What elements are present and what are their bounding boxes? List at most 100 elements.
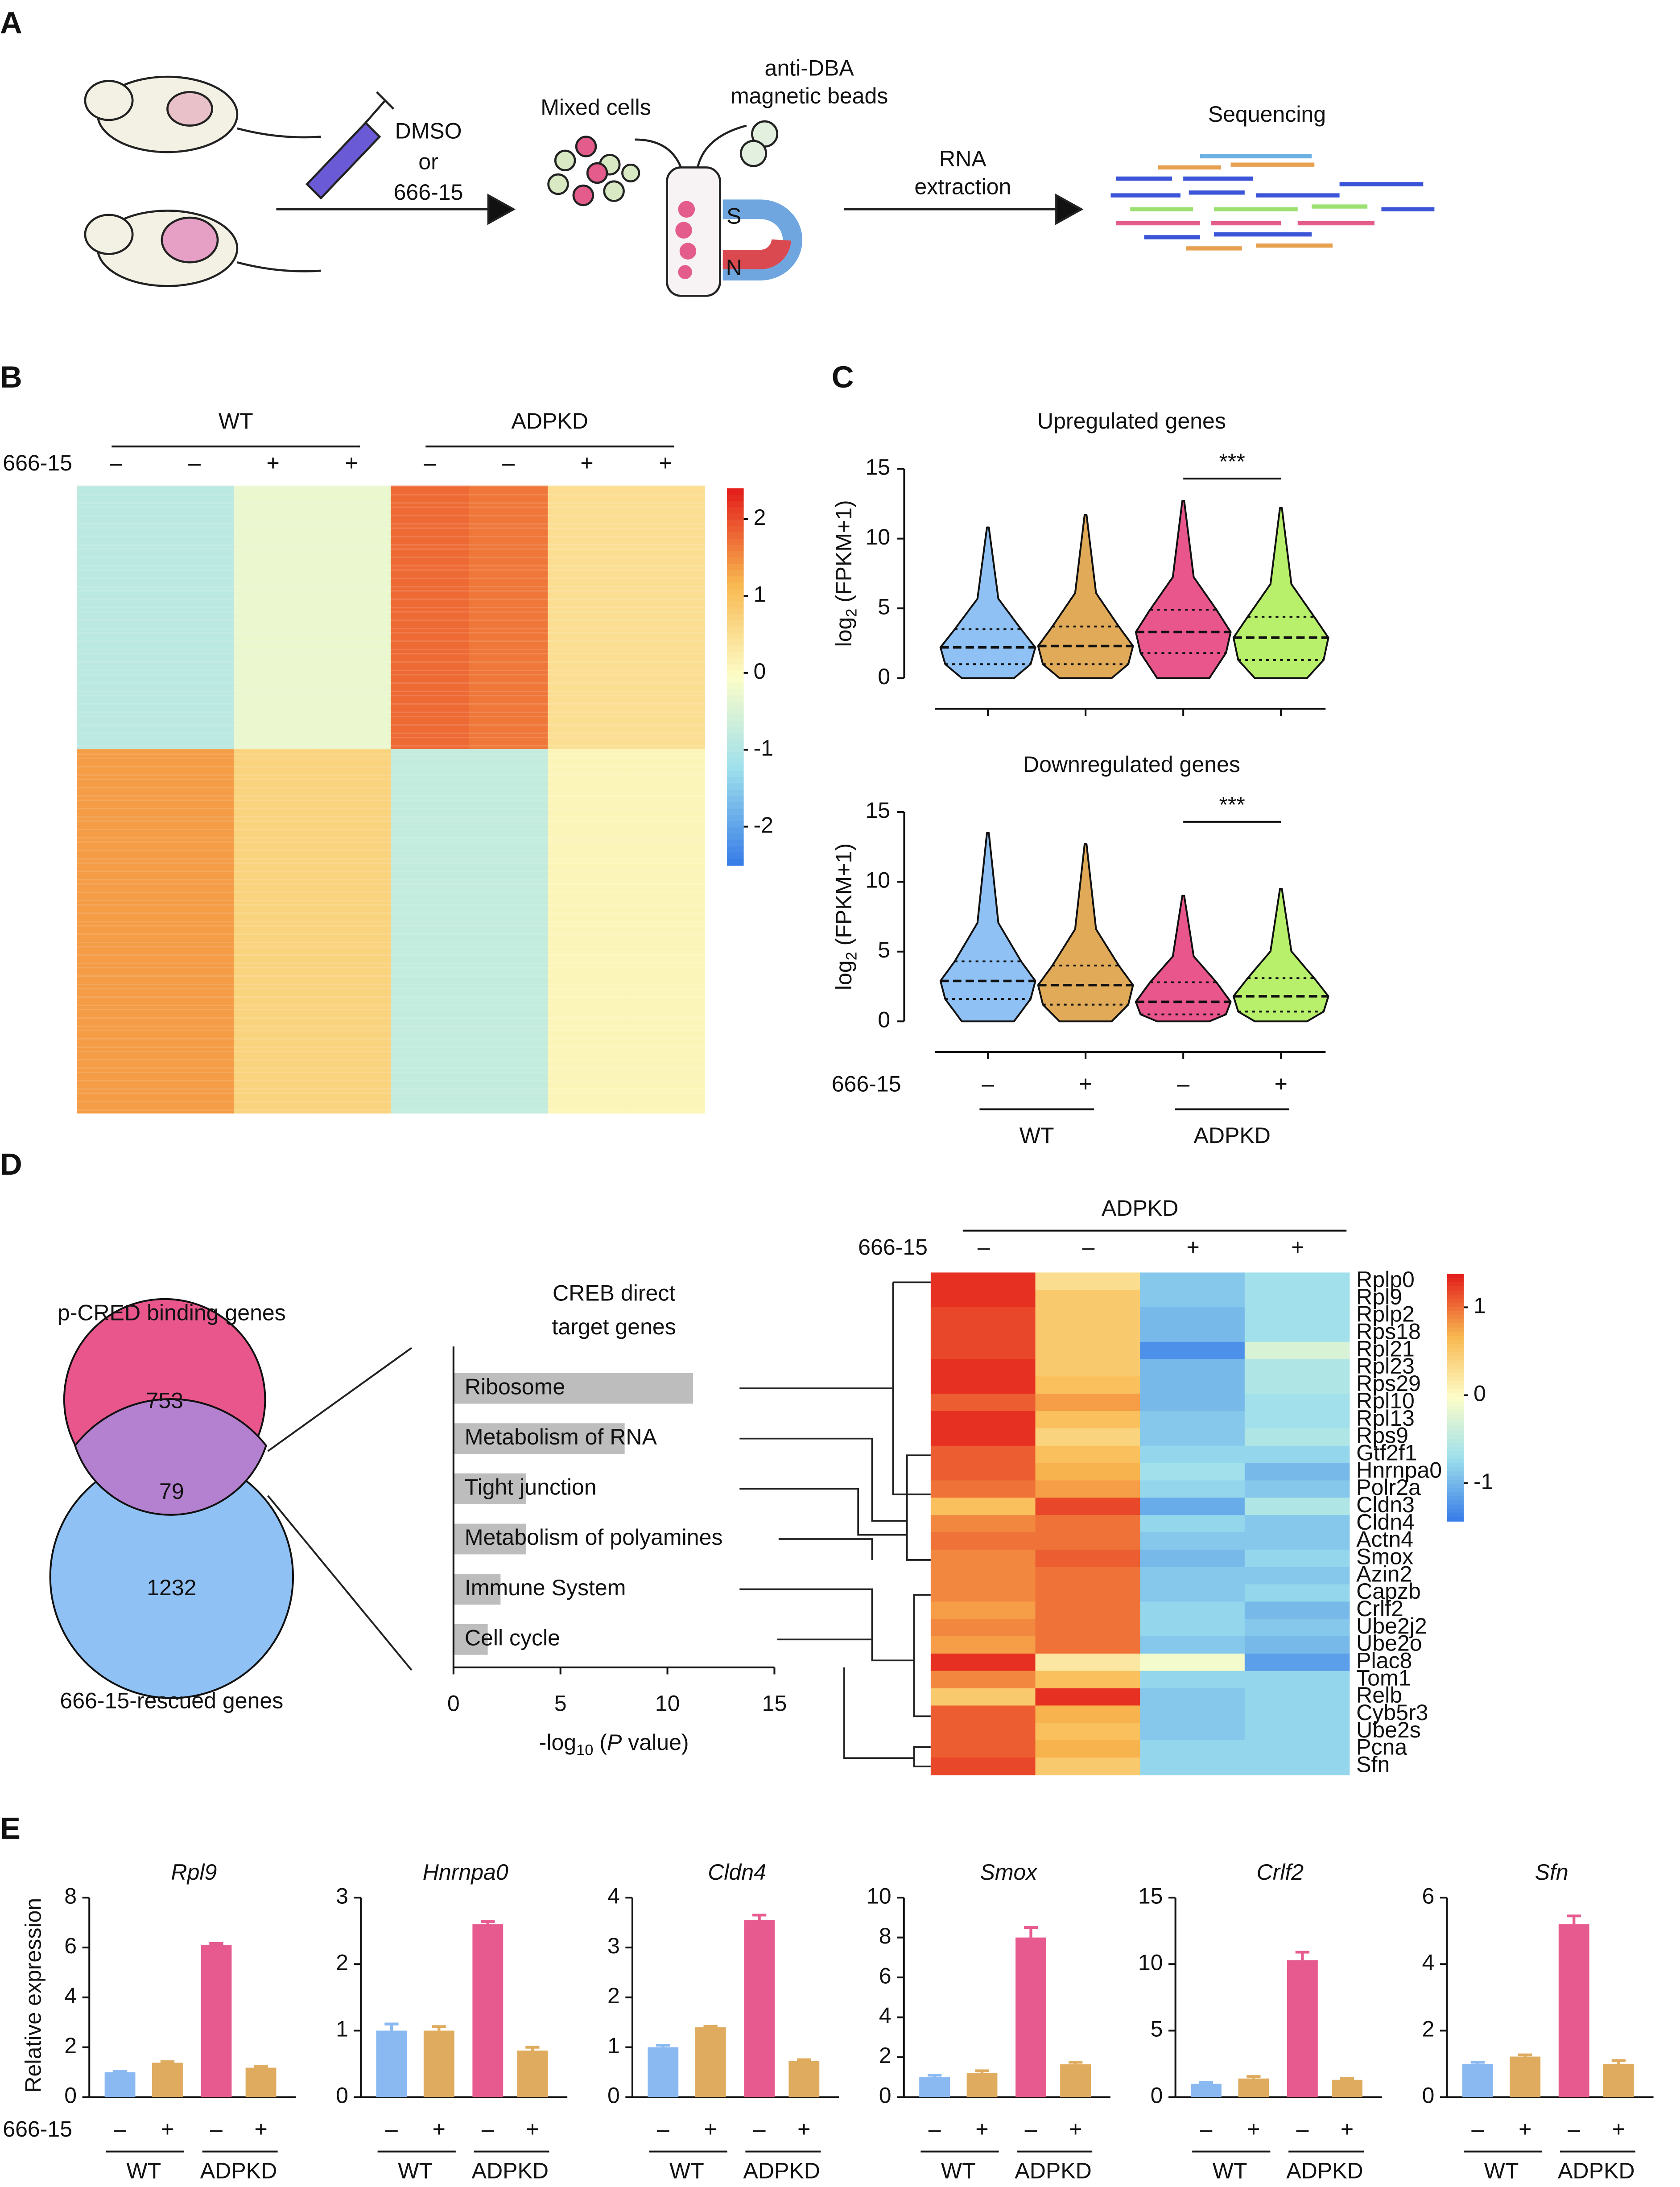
label: -1 [754,735,773,760]
heatmap-texture [77,1071,705,1073]
heatmap-cell [1140,1740,1245,1758]
heatmap-texture [77,829,705,830]
label: – [210,2117,223,2142]
heatmap-cell [1035,1671,1141,1689]
cells [547,136,640,206]
bar [453,1523,526,1555]
heatmap-cell [469,485,548,750]
heatmap-cell [1035,1549,1141,1568]
colorbar-step [727,614,744,621]
heatmap-cell [1140,1341,1245,1360]
heatmap-cell [1035,1601,1141,1620]
label: Capzb [1356,1579,1421,1604]
heatmap-cell [1140,1445,1245,1464]
x-axis-label: -log10 (P value) [539,1730,689,1759]
heatmap-texture [77,745,705,747]
colorbar-step [1447,1426,1464,1431]
heatmap-cell [1035,1532,1141,1550]
heatmap-cell [1140,1428,1245,1446]
label: Rpl9 [1356,1284,1402,1309]
label: Cldn4 [708,1860,766,1885]
label: 15 [762,1691,787,1716]
colorbar-step [1447,1385,1464,1390]
label: Crlf2 [1256,1860,1304,1885]
heatmap-texture [77,799,705,801]
label: 5 [554,1691,567,1716]
label-part: 10 [576,1742,593,1759]
label: + [1519,2117,1531,2142]
colorbar-step [1447,1496,1464,1501]
heatmap-cell [469,749,548,1114]
label: ADPKD [1286,2158,1363,2183]
heatmap-cell [1140,1290,1245,1308]
heatmap-cell [1244,1445,1350,1464]
label: – [982,1071,994,1096]
heatmap-cell [1140,1619,1245,1637]
heatmap-cell [1035,1636,1141,1654]
colorbar-step [1447,1344,1464,1349]
label: 4 [607,1883,620,1908]
heatmap-cell [930,1723,1036,1741]
label: or [418,149,438,174]
panel-label: B [0,360,22,394]
label: + [580,450,593,475]
label: Cldn4 [1356,1510,1415,1535]
heatmap-cell [1140,1394,1245,1412]
heatmap-cell [1035,1515,1141,1533]
label: 6 [879,1963,892,1988]
colorbar-step [1447,1414,1464,1419]
label: Rps9 [1356,1423,1408,1448]
label: -2 [754,813,773,838]
label: WT [126,2158,161,2183]
colorbar-step [727,714,744,722]
bar [472,1924,504,2097]
label: Gtf2f1 [1356,1440,1417,1465]
heatmap-texture [77,841,705,843]
violin [1135,500,1232,679]
label: Cell cycle [465,1625,560,1650]
heatmap-cell [1244,1705,1350,1724]
heatmap-cell [1244,1723,1350,1741]
heatmap-cell [1140,1307,1245,1325]
heatmap-cell [1035,1376,1141,1395]
colorbar-step [727,708,744,715]
heatmap-cell [548,749,627,1114]
label: + [1069,2117,1082,2142]
label: Rpl13 [1356,1406,1415,1431]
heatmap-cell [930,1394,1036,1412]
bar [201,1945,232,2097]
heatmap-cell [930,1376,1036,1395]
heatmap-cell [930,1653,1036,1671]
label: ADPKD [1558,2158,1635,2183]
heatmap-cell [1244,1376,1350,1395]
heatmap-cell [930,1290,1036,1308]
label: + [1341,2117,1354,2142]
label: – [424,450,436,475]
colorbar-step [727,507,744,514]
label: Actn4 [1356,1527,1413,1552]
heatmap-cell [77,485,156,750]
label: 1232 [147,1575,196,1600]
colorbar-step [1447,1368,1464,1374]
label: 5 [878,594,890,619]
heatmap-texture [77,565,705,567]
heatmap-texture [77,494,705,495]
heatmap-texture [77,695,705,697]
bar [1060,2064,1091,2097]
heatmap-cell [1140,1671,1245,1689]
colorbar-step [727,834,744,841]
label: Hnrnpa0 [423,1860,508,1885]
violin [1232,887,1329,1023]
heatmap-texture [77,569,705,571]
reads [1110,154,1435,251]
colorbar-step [727,538,744,546]
heatmap-cell [1140,1757,1245,1775]
panel-label: D [0,1147,22,1181]
colorbar-step [1447,1298,1464,1304]
label: Rps29 [1356,1371,1421,1396]
label-part: value) [622,1730,689,1755]
heatmap-texture [77,988,705,990]
violin [1037,843,1134,1023]
bar [695,2027,726,2097]
label: + [345,450,358,475]
